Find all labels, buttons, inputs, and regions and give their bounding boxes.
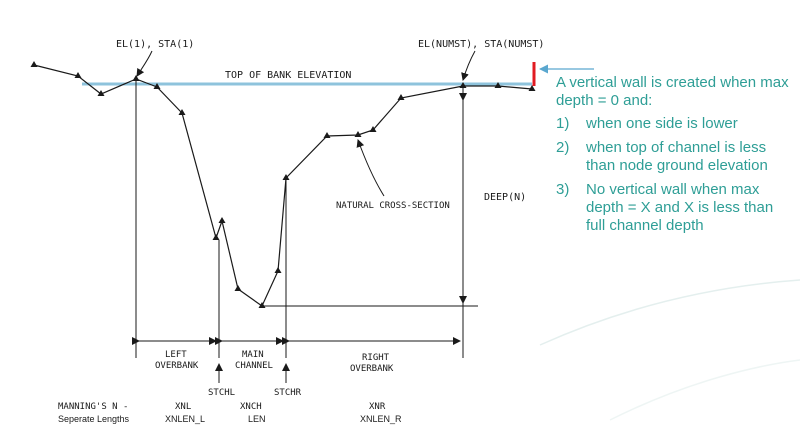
station-point bbox=[212, 234, 220, 240]
decorative-swoosh bbox=[539, 279, 800, 346]
xnlen-r-label: XNLEN_R bbox=[360, 414, 402, 424]
note-list: 1) when one side is lower 2) when top of c… bbox=[556, 115, 796, 235]
station-point bbox=[274, 267, 282, 273]
note-item-number: 3) bbox=[556, 181, 570, 198]
station-point bbox=[282, 174, 290, 180]
station-point bbox=[397, 94, 405, 100]
stchl-label: STCHL bbox=[208, 388, 235, 398]
separate-lengths-label: Seperate Lengths bbox=[58, 414, 130, 424]
stchr-label: STCHR bbox=[274, 388, 302, 398]
station-point bbox=[74, 72, 82, 78]
main-channel-label-1: MAIN bbox=[242, 350, 264, 360]
note-intro: A vertical wall is created when max dept… bbox=[556, 74, 789, 109]
note-item-text: No vertical wall when max depth = X and … bbox=[586, 181, 774, 234]
elnumst-label: EL(NUMST), STA(NUMST) bbox=[418, 39, 544, 50]
note-item-number: 1) bbox=[556, 115, 570, 132]
xnch-label: XNCH bbox=[240, 402, 262, 412]
note-item: 1) when one side is lower bbox=[556, 115, 796, 133]
station-point bbox=[354, 131, 362, 137]
xnl-label: XNL bbox=[175, 402, 191, 412]
station-point bbox=[97, 90, 105, 96]
decorative-swoosh-2 bbox=[609, 359, 800, 421]
station-point bbox=[153, 83, 161, 89]
left-overbank-label-2: OVERBANK bbox=[155, 361, 199, 371]
vertical-wall-note: A vertical wall is created when max dept… bbox=[556, 74, 796, 241]
station-point bbox=[218, 217, 226, 223]
elnumst-callout-arrow bbox=[461, 50, 476, 81]
note-item-text: when top of channel is less than node gr… bbox=[586, 139, 768, 174]
station-point bbox=[528, 85, 536, 91]
station-point bbox=[323, 132, 331, 138]
station-point bbox=[132, 75, 140, 81]
el1-sta1-label: EL(1), STA(1) bbox=[116, 39, 194, 50]
station-point bbox=[369, 126, 377, 132]
station-points bbox=[30, 61, 536, 308]
natural-section-label: NATURAL CROSS-SECTION bbox=[336, 201, 450, 211]
note-item: 2) when top of channel is less than node … bbox=[556, 139, 796, 175]
natural-section-callout-arrow bbox=[356, 139, 385, 197]
station-point bbox=[459, 82, 467, 88]
top-of-bank-label: TOP OF BANK ELEVATION bbox=[225, 70, 351, 81]
note-item-text: when one side is lower bbox=[586, 115, 738, 132]
station-point bbox=[234, 285, 242, 291]
ground-profile bbox=[33, 64, 533, 307]
deep-label: DEEP(N) bbox=[484, 192, 526, 203]
station-point bbox=[30, 61, 38, 67]
xnlen-l-label: XNLEN_L bbox=[165, 414, 205, 424]
len-label: LEN bbox=[248, 414, 266, 424]
note-item: 3) No vertical wall when max depth = X an… bbox=[556, 181, 796, 235]
station-point bbox=[258, 302, 266, 308]
right-overbank-label-1: RIGHT bbox=[362, 353, 390, 363]
el1-callout-arrow bbox=[136, 50, 153, 77]
left-overbank-label-1: LEFT bbox=[165, 350, 187, 360]
mannings-label: MANNING'S N - bbox=[58, 402, 128, 412]
right-overbank-label-2: OVERBANK bbox=[350, 364, 394, 374]
xnr-label: XNR bbox=[369, 402, 386, 412]
main-channel-label-2: CHANNEL bbox=[235, 361, 273, 371]
station-point bbox=[178, 109, 186, 115]
station-point bbox=[494, 82, 502, 88]
note-item-number: 2) bbox=[556, 139, 570, 156]
